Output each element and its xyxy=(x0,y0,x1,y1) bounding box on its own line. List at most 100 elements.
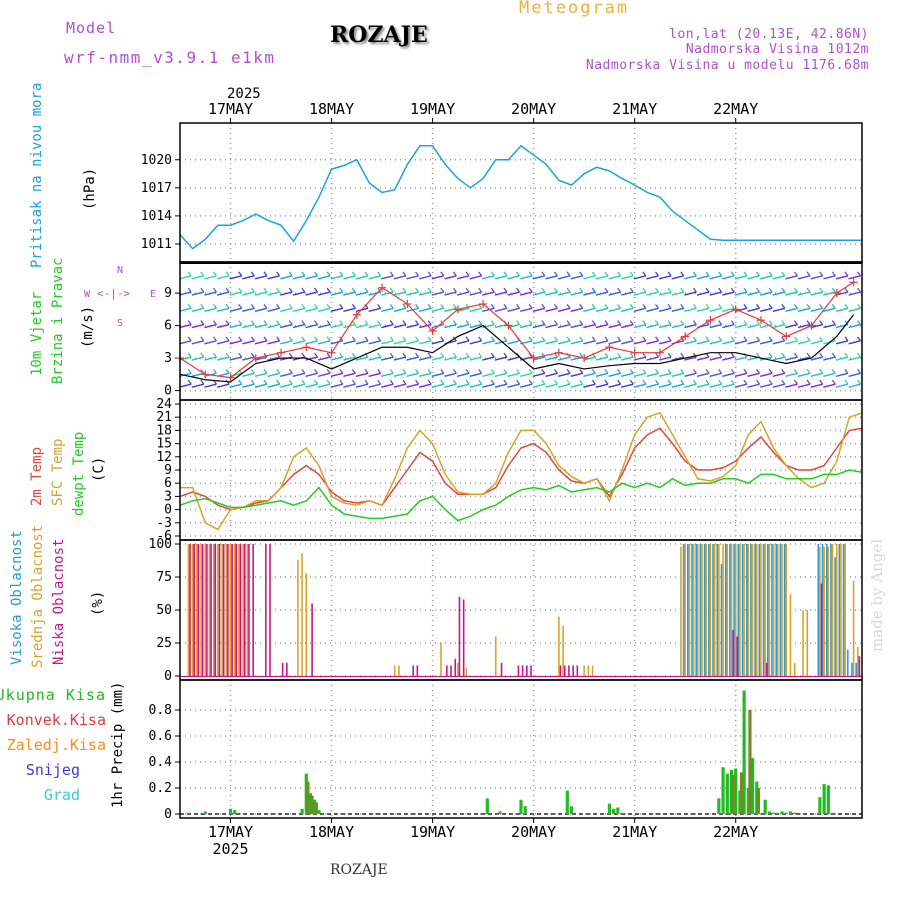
wind-barb xyxy=(381,275,394,280)
wind-barb xyxy=(301,336,306,342)
wind-barb xyxy=(427,368,432,374)
wind-barb xyxy=(212,271,217,277)
wind-barb xyxy=(267,383,280,388)
wind-barb xyxy=(364,287,369,293)
wind-barb xyxy=(781,368,786,374)
wind-barb xyxy=(608,340,621,345)
precip-total-bar xyxy=(717,798,721,814)
compass-n-label: N xyxy=(117,265,124,276)
wind-barb xyxy=(305,372,318,378)
wind-barb xyxy=(301,287,306,293)
wind-barb xyxy=(785,356,798,361)
wind-barb xyxy=(747,275,760,280)
wind-barb xyxy=(280,340,293,345)
y-tick-label: 12 xyxy=(156,450,172,465)
wind-barb xyxy=(671,383,684,388)
wind-barb xyxy=(406,323,419,329)
wind-barb xyxy=(642,379,647,385)
wind-barb xyxy=(772,356,785,361)
wind-gust-marker xyxy=(327,348,336,357)
wind-barb xyxy=(629,336,634,342)
wind-barb xyxy=(225,271,230,277)
wind-barb xyxy=(187,336,192,342)
wind-barb xyxy=(680,287,685,293)
wind-barb xyxy=(557,275,571,280)
wind-barb xyxy=(848,307,861,313)
wind-barb xyxy=(351,271,356,277)
wind-barb xyxy=(629,379,634,385)
wind-barb xyxy=(718,320,723,325)
wind-barb xyxy=(317,383,331,388)
wind-barb xyxy=(427,271,432,277)
wind-barb xyxy=(705,287,710,293)
wind-barb xyxy=(629,352,634,358)
wind-barb xyxy=(655,303,659,309)
wind-barb xyxy=(823,323,836,329)
wind-barb xyxy=(667,352,672,358)
wind-barb xyxy=(440,303,445,309)
wind-barb xyxy=(317,372,331,378)
wind-gust-marker xyxy=(630,348,639,357)
wind-barb xyxy=(415,379,420,385)
wind-barb xyxy=(608,275,621,280)
wind-barb xyxy=(579,303,584,309)
wind-barb xyxy=(305,383,318,388)
wind-barb xyxy=(566,303,571,309)
wind-barb xyxy=(351,336,356,342)
wind-barb xyxy=(364,320,369,325)
wind-barb xyxy=(553,368,558,374)
top-year-label: 2025 xyxy=(227,86,261,102)
wind-barb xyxy=(351,368,356,374)
wind-barb xyxy=(781,352,786,358)
wind-barb xyxy=(566,271,571,277)
wind-barb xyxy=(343,307,356,313)
wind-gust-marker xyxy=(428,327,437,335)
wind-barb xyxy=(314,320,318,325)
wind-barb xyxy=(692,320,697,325)
wind-barb xyxy=(415,271,420,277)
wind-barb xyxy=(655,287,659,293)
bottom-date-label: 20MAY xyxy=(511,823,556,841)
wind-barb xyxy=(667,271,672,277)
wind-barb xyxy=(772,372,785,378)
wind-barb xyxy=(810,372,823,378)
wind-barb xyxy=(507,356,520,361)
wind-barb xyxy=(216,323,230,329)
wind-barb xyxy=(579,320,584,325)
wind-barb xyxy=(756,336,761,342)
wind-barb xyxy=(797,383,811,388)
y-tick-label: 0.4 xyxy=(149,755,173,770)
wind-barb xyxy=(579,271,584,277)
y-tick-label: 1014 xyxy=(141,209,172,224)
wind-barb xyxy=(844,352,849,358)
wind-barb xyxy=(696,275,710,280)
y-tick-label: 0 xyxy=(164,807,172,822)
wind-barb xyxy=(684,383,697,388)
wind-barb xyxy=(756,368,761,374)
precip-total-bar xyxy=(742,690,746,814)
wind-barb xyxy=(317,275,331,280)
wind-barb xyxy=(242,307,255,313)
wind-barb xyxy=(288,303,293,309)
wind-gust-marker xyxy=(655,348,664,357)
wind-barb xyxy=(760,340,773,345)
precip-total-bar xyxy=(228,808,233,814)
wind-barb xyxy=(490,352,495,358)
wind-barb xyxy=(844,287,849,293)
wind-barb xyxy=(494,291,508,296)
wind-barb xyxy=(465,336,470,342)
wind-barb xyxy=(406,383,419,388)
wind-barb xyxy=(368,275,381,280)
wind-barb xyxy=(655,271,659,277)
wind-barb xyxy=(200,287,205,293)
wind-barb xyxy=(583,340,596,345)
wind-barb xyxy=(179,275,192,280)
wind-barb xyxy=(692,368,697,374)
wind-barb xyxy=(314,271,318,277)
wind-barb xyxy=(797,356,811,361)
precip-conv-bar xyxy=(731,775,735,814)
wind-barb xyxy=(760,372,773,378)
wind-barb xyxy=(705,271,710,277)
model-name: wrf-nmm_v3.9.1 e1km xyxy=(64,48,276,67)
